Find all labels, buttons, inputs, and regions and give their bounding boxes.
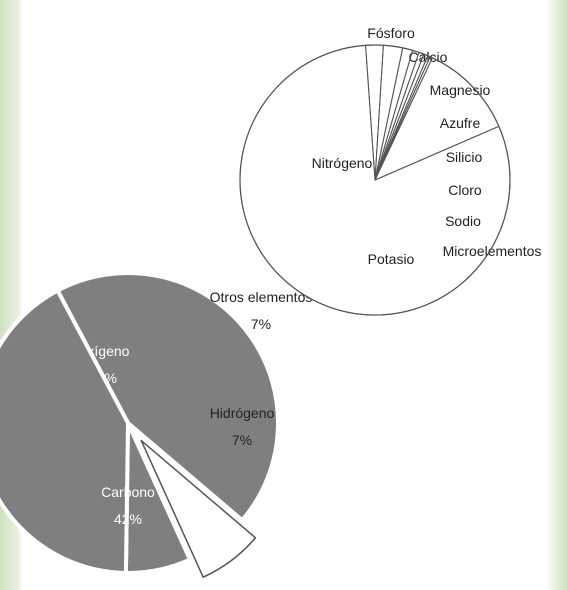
pie-slice-oxigeno	[55, 271, 280, 523]
detail-label-magnesio: Magnesio	[430, 82, 491, 98]
slice-label-carbono: Carbono	[101, 484, 155, 500]
main-pie-chart: Oxígeno44%Otros elementos7%Hidrógeno7%Ca…	[0, 271, 313, 578]
detail-label-potasio: Potasio	[368, 251, 415, 267]
slice-value-hidrogeno: 7%	[232, 432, 252, 448]
slice-label-otros-elementos: Otros elementos	[210, 289, 313, 305]
detail-label-microelementos: Microelementos	[443, 243, 542, 259]
detail-slice-potasio	[374, 57, 500, 181]
slice-value-carbono: 42%	[114, 511, 142, 527]
detail-label-silicio: Silicio	[446, 149, 483, 165]
slice-label-hidrogeno: Hidrógeno	[210, 405, 275, 421]
detail-label-nitrogeno: Nitrógeno	[312, 155, 373, 171]
detail-label-cloro: Cloro	[448, 182, 482, 198]
pie-slice-carbono	[0, 288, 130, 575]
detail-label-azufre: Azufre	[440, 115, 481, 131]
slice-value-otros-elementos: 7%	[251, 316, 271, 332]
detail-label-sodio: Sodio	[445, 213, 481, 229]
detail-slice-nitrogeno	[239, 44, 511, 316]
detail-pie-chart: FósforoCalcioMagnesioAzufreSilicioCloroS…	[239, 25, 542, 316]
pie-slice-otros-elementos	[140, 439, 257, 578]
detail-label-fosforo: Fósforo	[367, 25, 415, 41]
